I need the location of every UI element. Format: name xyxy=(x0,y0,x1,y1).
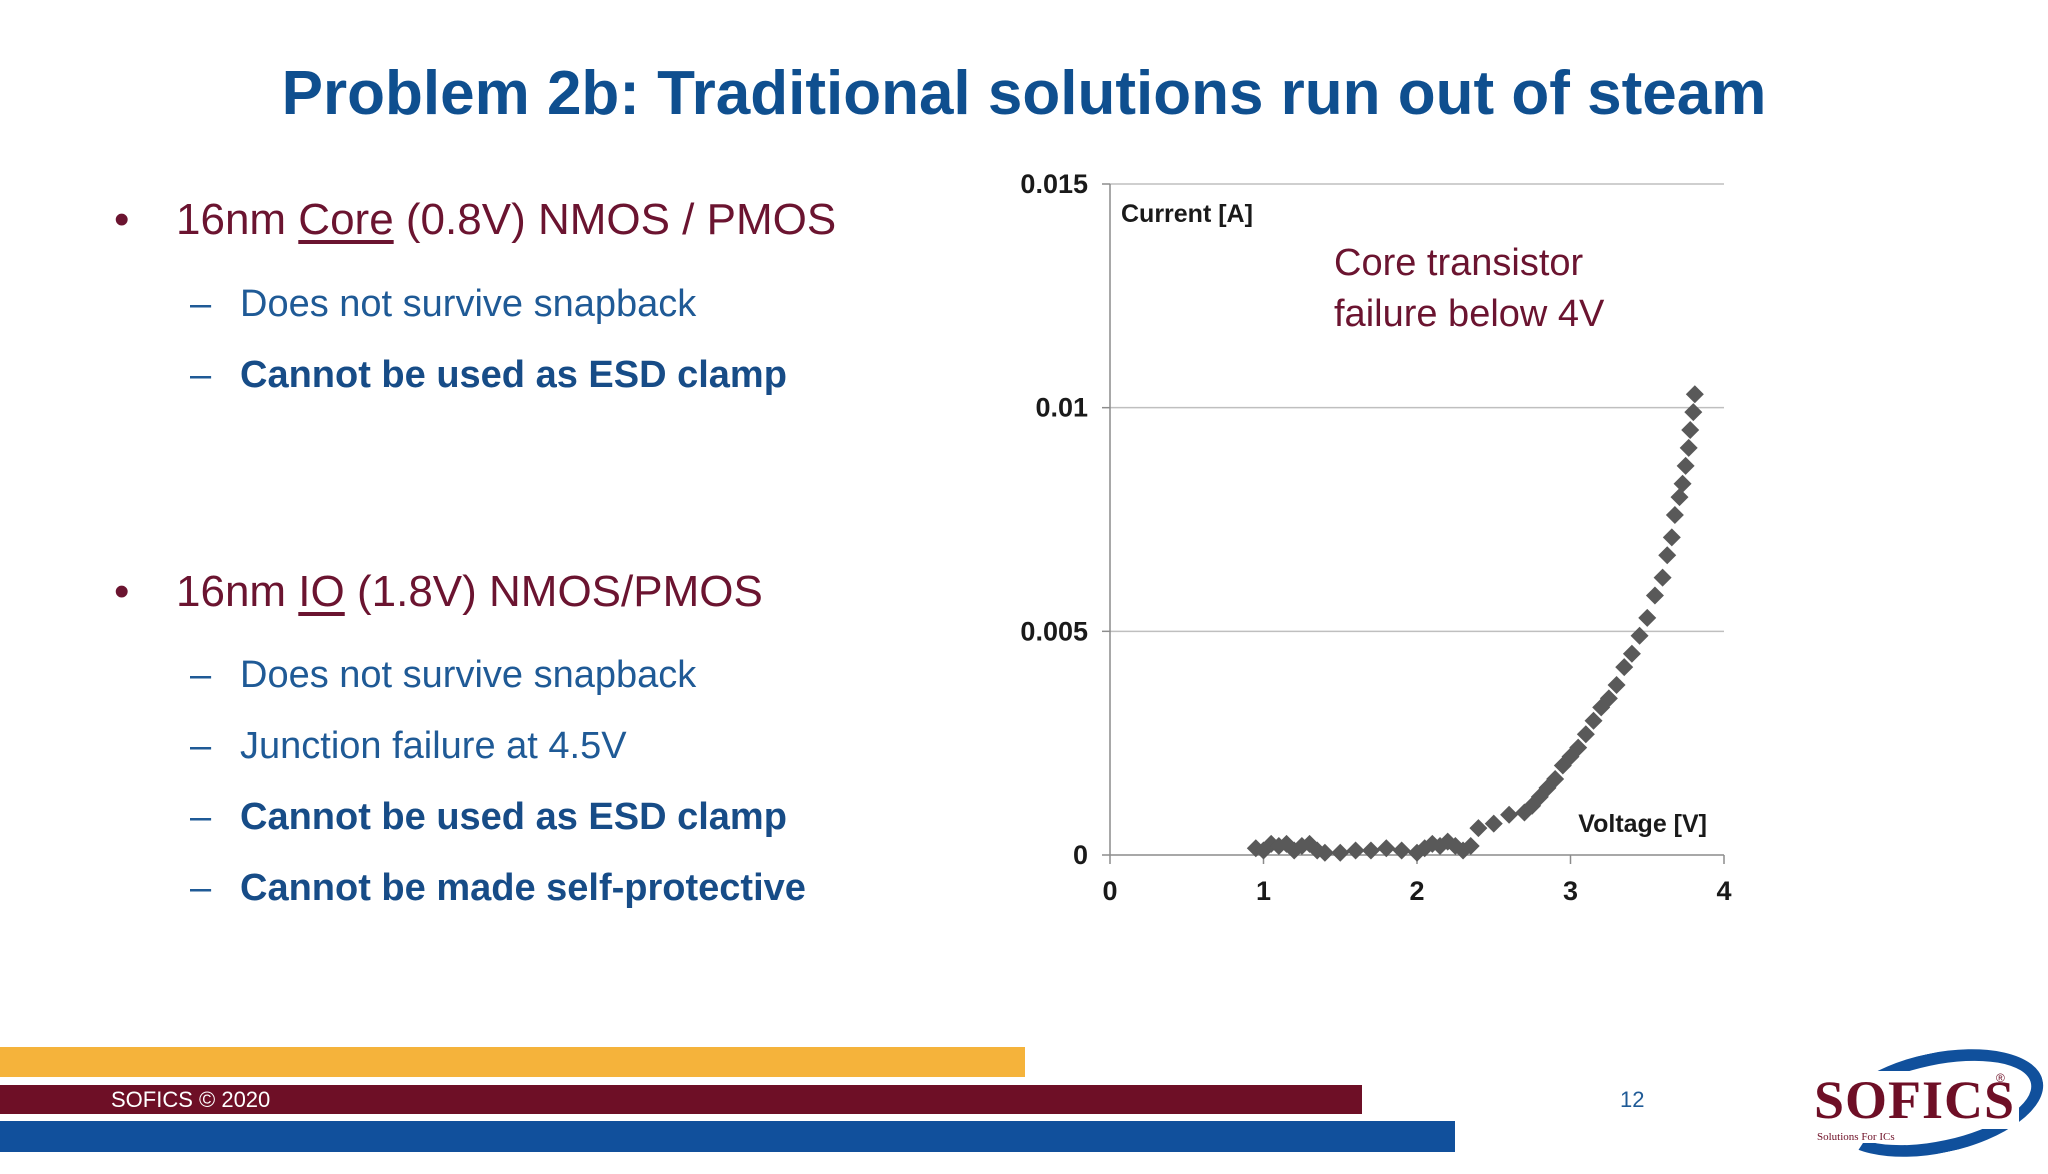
dash: – xyxy=(190,867,212,909)
data-point xyxy=(1569,738,1588,757)
data-point xyxy=(1684,403,1703,422)
data-point xyxy=(1415,839,1434,858)
dash: – xyxy=(190,354,212,396)
data-point xyxy=(1670,488,1689,507)
data-point xyxy=(1346,841,1365,860)
iv-chart: 0 0.005 0.01 0.015 0 1 2 3 4 Current [A] Voltage… xyxy=(1020,169,1731,906)
slide-title: Problem 2b: Traditional solutions run ou… xyxy=(281,59,1767,128)
logo-registered: ® xyxy=(1996,1071,2005,1085)
bullet-core-text: 16nm Core (0.8V) NMOS / PMOS xyxy=(176,195,837,244)
data-point xyxy=(1454,841,1473,860)
bullet-dot: • xyxy=(114,195,130,244)
sofics-logo: SOFICS ® Solutions For ICs xyxy=(1800,1031,2048,1174)
dash: – xyxy=(190,654,212,696)
footer-bar-maroon xyxy=(0,1085,1362,1114)
chart-annotation: Core transistor failure below 4V xyxy=(1334,242,1605,335)
data-point xyxy=(1392,841,1411,860)
data-point xyxy=(1315,843,1334,862)
dash: – xyxy=(190,725,212,767)
data-point xyxy=(1676,456,1695,475)
data-point xyxy=(1546,769,1565,788)
data-point xyxy=(1685,385,1704,404)
data-point xyxy=(1679,438,1698,457)
data-point xyxy=(1665,506,1684,525)
data-point xyxy=(1576,725,1595,744)
data-point xyxy=(1638,608,1657,627)
y-axis-label: Current [A] xyxy=(1121,200,1253,228)
footer-bar-orange xyxy=(0,1047,1025,1077)
data-point xyxy=(1658,546,1677,565)
chart-ticks: 0 0.005 0.01 0.015 0 1 2 3 4 xyxy=(1020,169,1731,906)
y-tick-label: 0.01 xyxy=(1035,393,1088,423)
data-point xyxy=(1484,814,1503,833)
copyright: SOFICS © 2020 xyxy=(111,1087,271,1112)
x-axis-label: Voltage [V] xyxy=(1578,810,1707,838)
data-point xyxy=(1461,837,1480,856)
data-point xyxy=(1530,787,1549,806)
page-number: 12 xyxy=(1620,1087,1645,1112)
data-point xyxy=(1607,676,1626,695)
y-tick-label: 0.015 xyxy=(1020,169,1088,199)
logo-tagline: Solutions For ICs xyxy=(1814,1131,1898,1143)
bullet-io-text: 16nm IO (1.8V) NMOS/PMOS xyxy=(176,567,763,616)
bullet-core-underlined: Core xyxy=(298,195,394,244)
data-point xyxy=(1361,841,1380,860)
data-point xyxy=(1630,626,1649,645)
data-point xyxy=(1300,834,1319,853)
data-point xyxy=(1622,644,1641,663)
data-point xyxy=(1431,837,1450,856)
bullet-io-underlined: IO xyxy=(298,567,345,616)
data-point xyxy=(1500,805,1519,824)
data-point xyxy=(1262,834,1281,853)
data-point xyxy=(1377,839,1396,858)
x-tick-label: 0 xyxy=(1102,876,1117,906)
dash: – xyxy=(190,796,212,838)
x-tick-label: 2 xyxy=(1409,876,1424,906)
data-point xyxy=(1469,819,1488,838)
chart-grid xyxy=(1110,183,1724,633)
data-point xyxy=(1653,568,1672,587)
bullet-dot: • xyxy=(114,567,130,616)
x-tick-label: 1 xyxy=(1256,876,1271,906)
data-point xyxy=(1673,474,1692,493)
data-point xyxy=(1662,528,1681,547)
data-point xyxy=(1645,586,1664,605)
x-tick-label: 4 xyxy=(1716,876,1731,906)
footer-bar-blue xyxy=(0,1121,1455,1152)
data-point xyxy=(1277,834,1296,853)
chart-points xyxy=(1246,385,1704,862)
data-point xyxy=(1681,421,1700,440)
x-tick-label: 3 xyxy=(1563,876,1578,906)
y-tick-label: 0 xyxy=(1073,840,1088,870)
data-point xyxy=(1584,711,1603,730)
data-point xyxy=(1615,658,1634,677)
dash: – xyxy=(190,283,212,325)
data-point xyxy=(1599,689,1618,708)
data-point xyxy=(1331,843,1350,862)
logo-word: SOFICS xyxy=(1810,1071,2020,1129)
y-tick-label: 0.005 xyxy=(1020,616,1088,646)
